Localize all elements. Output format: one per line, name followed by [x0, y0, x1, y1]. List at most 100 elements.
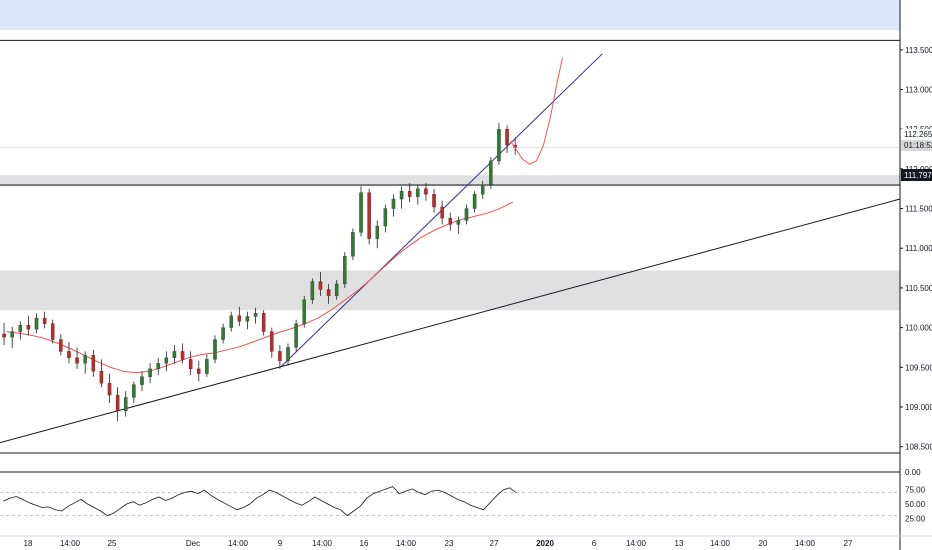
price-axis[interactable]: 113.500113.000112.500112.000111.500111.0… [900, 46, 932, 452]
candle [18, 321, 23, 340]
candle-body [180, 351, 185, 360]
candle-body [343, 256, 347, 285]
candle-body [440, 206, 444, 219]
candle [480, 180, 485, 200]
candle-body [140, 376, 144, 385]
candle-body [326, 289, 331, 297]
candle-body [83, 355, 87, 364]
candle-body [42, 317, 47, 324]
candle [294, 319, 298, 352]
time-tick-label: 14:00 [60, 539, 81, 548]
candle-body [75, 357, 79, 364]
candle [99, 359, 104, 388]
candle [124, 391, 128, 417]
rsi-tick-label: 75.00 [905, 486, 926, 495]
candle-body [91, 355, 96, 372]
candle [91, 349, 96, 377]
candle-body [59, 339, 63, 352]
rsi-group [0, 486, 900, 517]
candle [334, 279, 339, 300]
candle [245, 311, 250, 330]
candle [424, 183, 428, 201]
level-price-label: 111.797 [904, 171, 932, 180]
time-tick-label: 16 [360, 539, 369, 548]
zones-group [0, 175, 900, 311]
candle-body [197, 368, 201, 374]
candle-body [480, 184, 485, 195]
candle-body [310, 281, 315, 300]
candle [172, 345, 177, 364]
candle-body [294, 323, 298, 348]
candle-body [286, 347, 290, 362]
candle [261, 310, 266, 336]
levels-group [0, 39, 900, 186]
candle-body [424, 188, 428, 195]
candle [253, 307, 258, 324]
candle [107, 373, 112, 404]
candle [310, 278, 315, 304]
candle-body [334, 283, 339, 297]
candle-body [172, 351, 177, 358]
candle [416, 184, 420, 205]
candle-body [188, 359, 193, 370]
rsi-tick-label: 50.00 [905, 500, 926, 509]
price-tick-label: 110.000 [905, 324, 932, 333]
price-tick-label: 113.500 [905, 46, 932, 55]
candle [448, 212, 453, 231]
candle [464, 204, 469, 225]
candle [278, 345, 282, 369]
candle-body [416, 188, 420, 197]
time-tick-label: Dec [186, 539, 200, 548]
time-tick-label: 14:00 [626, 539, 647, 548]
rsi-line [3, 486, 517, 517]
candle [229, 311, 233, 332]
candle [213, 335, 217, 364]
candle [83, 351, 87, 374]
price-tick-label: 111.500 [905, 205, 932, 214]
candle [50, 319, 55, 344]
candle-body [497, 129, 501, 162]
candle-body [34, 317, 39, 330]
candle-body [505, 129, 509, 146]
candle [10, 326, 14, 349]
candle-body [472, 194, 477, 209]
candle-body [237, 315, 242, 322]
time-tick-label: 20 [759, 539, 768, 548]
candle [302, 295, 306, 328]
candle [148, 363, 152, 384]
candle-body [124, 397, 128, 412]
candle-body [464, 208, 469, 221]
ema-group [6, 201, 513, 374]
rsi-axis[interactable]: 0.00 75.00 50.00 25.00 [905, 468, 926, 524]
candle [59, 333, 63, 356]
candle [472, 191, 477, 213]
candle [343, 252, 347, 288]
time-tick-label: 18 [24, 539, 33, 548]
candle-body [399, 190, 404, 200]
time-tick-label: 13 [675, 539, 684, 548]
candle [489, 156, 493, 189]
candle [205, 354, 209, 377]
candle-body [270, 331, 274, 352]
candle [407, 183, 412, 203]
time-tick-label: 23 [445, 539, 454, 548]
candle-body [67, 351, 71, 358]
candle [188, 351, 193, 376]
candle-body [375, 225, 380, 239]
time-tick-label: 14:00 [312, 539, 333, 548]
rsi-tick-label: 0.00 [905, 468, 921, 477]
time-tick-label: 14:00 [228, 539, 249, 548]
candle [497, 122, 501, 165]
time-tick-label: 27 [490, 539, 499, 548]
candle [359, 186, 363, 237]
time-axis[interactable]: 18 14:00 25 Dec 14:00 9 14:00 16 14:00 23 27 2020 6 1… [24, 539, 853, 548]
candle [270, 327, 274, 358]
time-tick-label: 25 [108, 539, 117, 548]
time-tick-label: 14:00 [396, 539, 417, 548]
price-tick-label: 109.000 [905, 403, 932, 412]
candle [399, 186, 404, 209]
moving-average-line [6, 201, 513, 374]
candle [197, 360, 201, 382]
time-tick-label: 6 [592, 539, 597, 548]
